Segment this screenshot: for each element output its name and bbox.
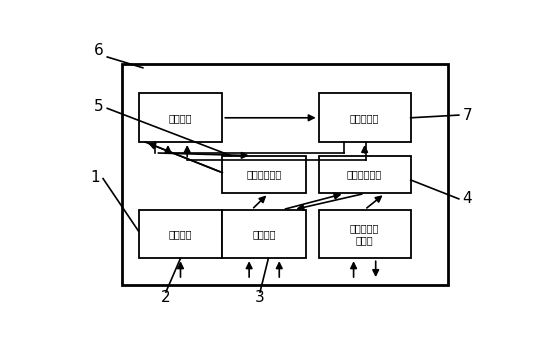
Text: 1: 1 bbox=[90, 170, 99, 185]
Bar bbox=[222, 155, 306, 193]
Text: 信号处理: 信号处理 bbox=[252, 229, 276, 239]
Text: 2: 2 bbox=[161, 290, 171, 305]
Text: 采样模块: 采样模块 bbox=[168, 229, 192, 239]
Bar bbox=[122, 64, 448, 285]
Bar bbox=[222, 210, 306, 258]
Bar bbox=[139, 210, 222, 258]
Text: 计处理器: 计处理器 bbox=[168, 113, 192, 123]
Bar bbox=[319, 210, 411, 258]
Text: 数位发送模块: 数位发送模块 bbox=[247, 170, 282, 180]
Text: 通信处理器: 通信处理器 bbox=[350, 113, 379, 123]
Text: 以太网接口
收发器: 以太网接口 收发器 bbox=[350, 223, 379, 245]
Bar bbox=[319, 93, 411, 142]
Text: 5: 5 bbox=[94, 99, 104, 114]
Text: 7: 7 bbox=[462, 108, 472, 122]
Bar bbox=[139, 93, 222, 142]
Text: 6: 6 bbox=[94, 43, 104, 58]
Text: 数位接收模块: 数位接收模块 bbox=[347, 170, 382, 180]
Text: 4: 4 bbox=[462, 191, 472, 206]
Bar bbox=[319, 155, 411, 193]
Text: 3: 3 bbox=[255, 290, 265, 305]
